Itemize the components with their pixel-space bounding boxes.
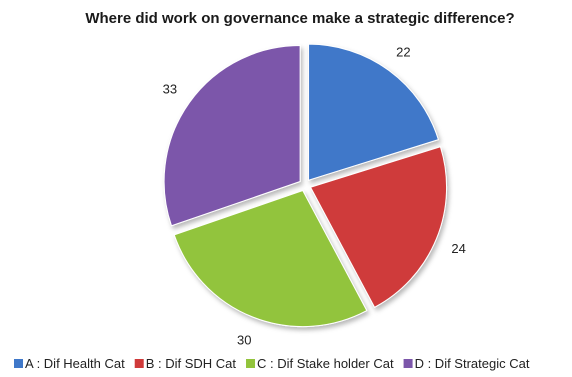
legend-swatch-a-dif-health-cat [14,359,23,368]
pie-slice-a-dif-health-cat [308,43,440,181]
legend: A : Dif Health Cat B : Dif SDH Cat C : Dif… [14,356,530,371]
data-label-b-dif-sdh-cat: 24 [451,241,465,256]
legend-label-b-dif-sdh-cat: B : Dif SDH Cat [146,356,237,371]
legend-item-d-dif-strategic-cat: D : Dif Strategic Cat [403,356,530,371]
legend-label-d-dif-strategic-cat: D : Dif Strategic Cat [415,356,530,371]
legend-item-c-dif-stake-holder-cat: C : Dif Stake holder Cat [246,356,394,371]
legend-swatch-b-dif-sdh-cat [134,359,144,368]
pie-slice-b-dif-sdh-cat [309,146,448,308]
pie-slices [163,43,448,328]
legend-swatch-d-dif-strategic-cat [403,359,413,368]
legend-item-a-dif-health-cat: A : Dif Health Cat [14,356,125,371]
legend-item-b-dif-sdh-cat: B : Dif SDH Cat [134,356,237,371]
data-labels: 22 24 30 33 [163,44,466,347]
data-label-c-dif-stake-holder-cat: 30 [237,332,251,347]
chart-title: Where did work on governance make a stra… [85,10,514,27]
legend-label-a-dif-health-cat: A : Dif Health Cat [25,356,125,371]
data-label-a-dif-health-cat: 22 [396,44,410,59]
legend-swatch-c-dif-stake-holder-cat [246,359,256,368]
pie-slice-c-dif-stake-holder-cat [173,189,368,328]
data-label-d-dif-strategic-cat: 33 [163,82,177,97]
pie-slice-d-dif-strategic-cat [163,45,301,227]
legend-label-c-dif-stake-holder-cat: C : Dif Stake holder Cat [257,356,394,371]
